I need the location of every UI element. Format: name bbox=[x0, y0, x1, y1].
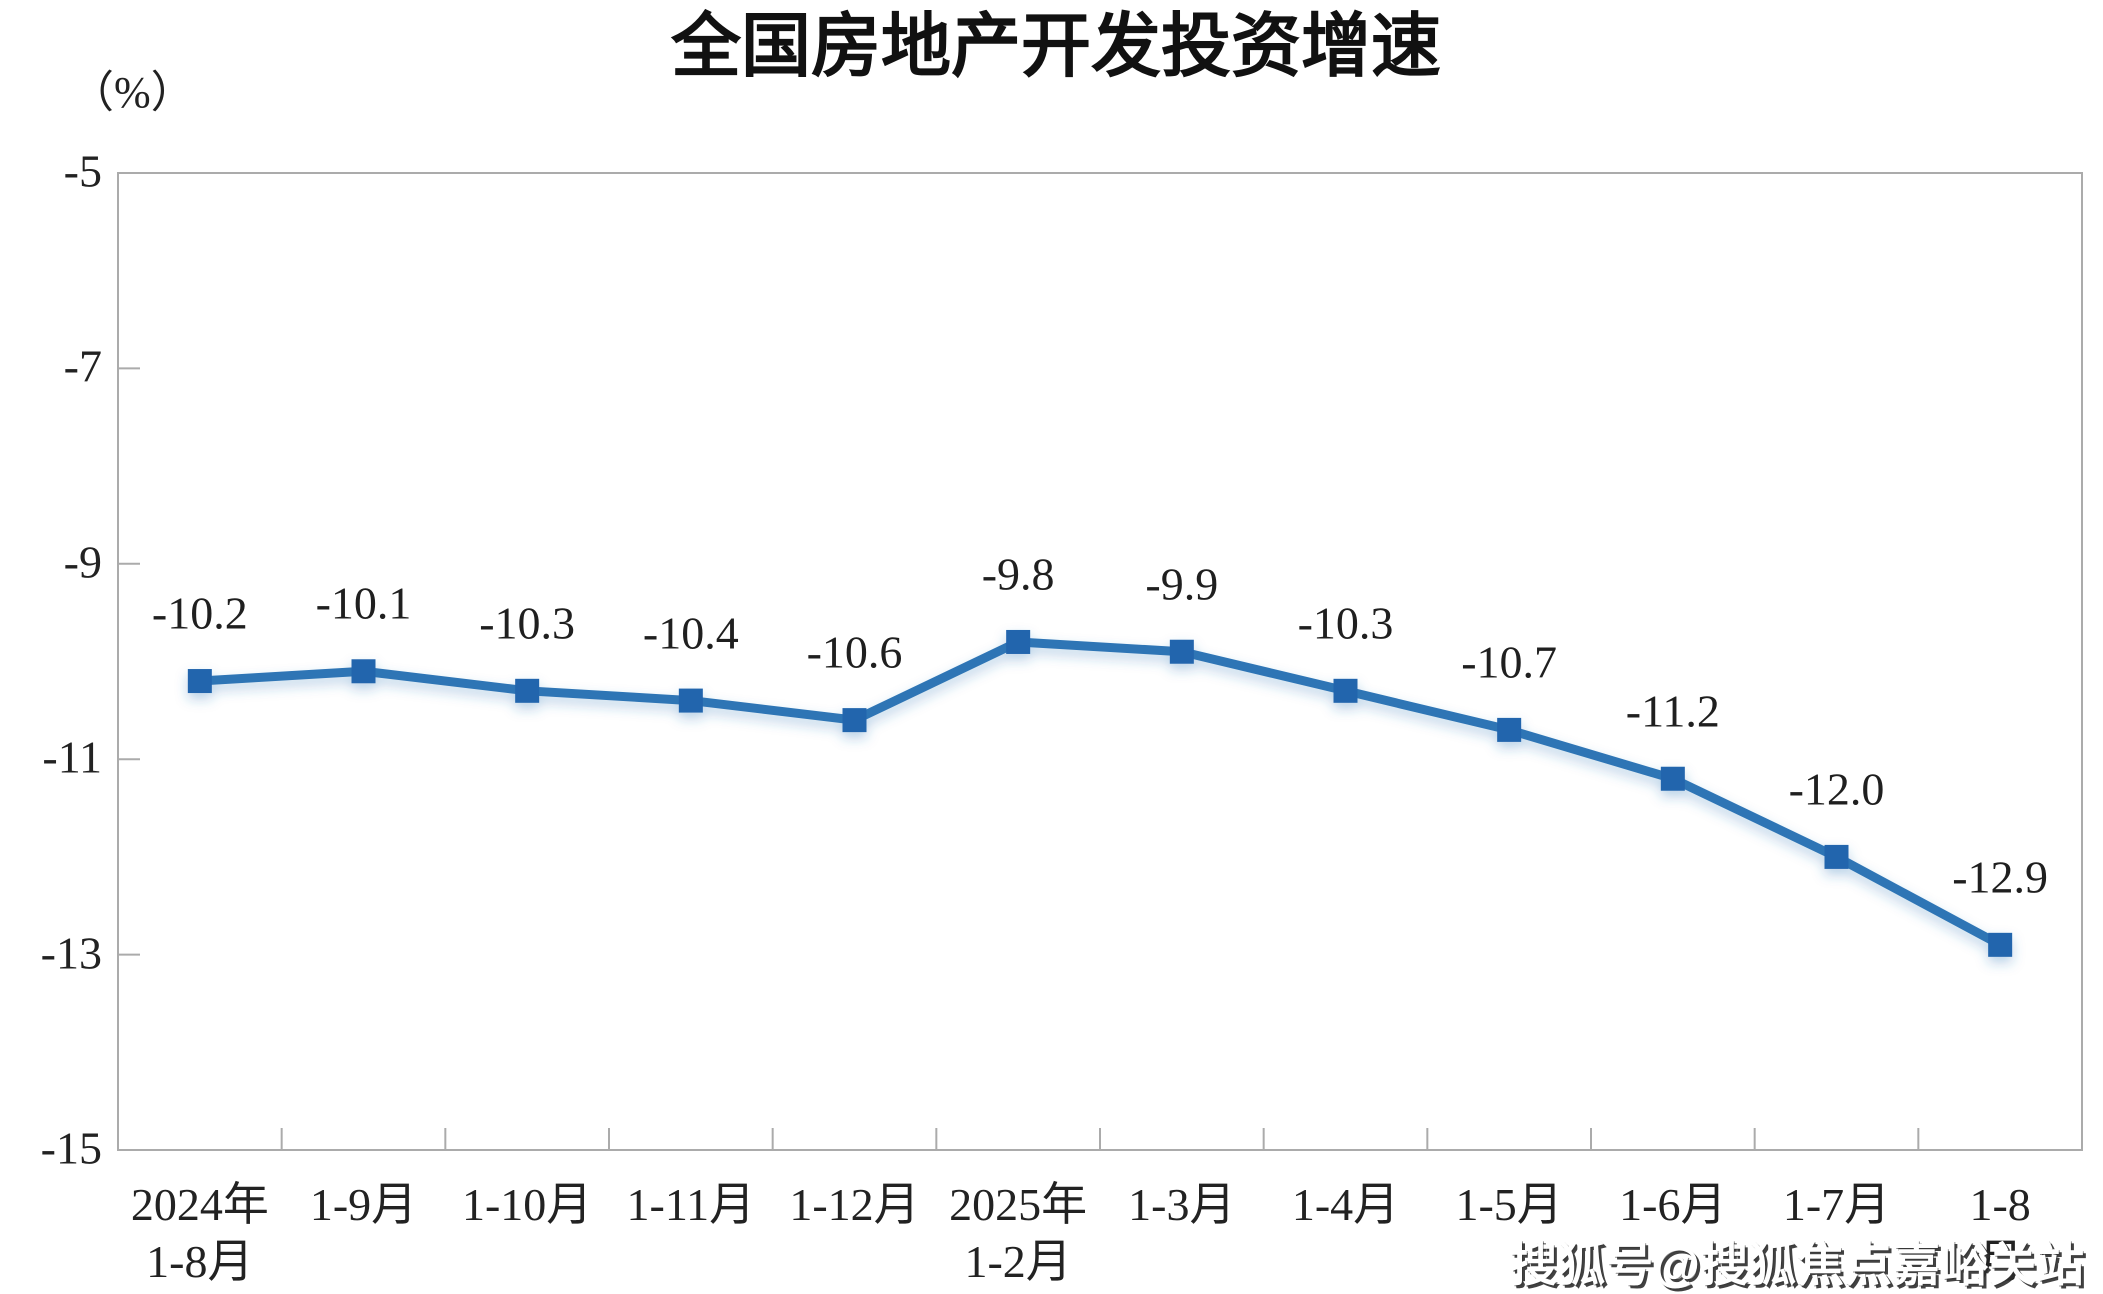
data-point-label: -12.0 bbox=[1788, 763, 1885, 815]
y-tick-label: -13 bbox=[40, 926, 102, 978]
data-point-label: -10.3 bbox=[1297, 597, 1394, 649]
data-point-label: -10.4 bbox=[642, 607, 739, 659]
x-tick-label: 2025年 1-2月 bbox=[949, 1179, 1088, 1287]
data-point-label: -10.1 bbox=[315, 577, 412, 629]
y-tick-label: -15 bbox=[40, 1122, 102, 1174]
data-point-label: -11.2 bbox=[1625, 685, 1720, 737]
watermark: 搜狐号@搜狐焦点嘉峪关站 bbox=[1510, 1238, 2085, 1291]
x-tick-label: 1-7月 bbox=[1782, 1179, 1891, 1230]
series-line-group bbox=[187, 629, 2013, 957]
x-tick-label: 1-9月 bbox=[309, 1179, 418, 1230]
x-tick-label: 1-8月 bbox=[1969, 1179, 2031, 1287]
data-point-label: -12.9 bbox=[1952, 851, 2049, 903]
x-tick-label: 1-11月 bbox=[626, 1179, 756, 1230]
data-point-marker bbox=[351, 659, 376, 684]
x-tick-label: 1-3月 bbox=[1128, 1179, 1236, 1230]
data-point-label: -10.2 bbox=[151, 587, 248, 639]
chart-title: 全国房地产开发投资增速 bbox=[671, 7, 1441, 85]
data-point-marker bbox=[187, 669, 212, 694]
plot-border bbox=[117, 172, 2083, 1151]
data-point-marker bbox=[678, 688, 703, 713]
x-tick-label: 1-10月 bbox=[461, 1179, 593, 1230]
data-point-label: -9.8 bbox=[981, 548, 1055, 600]
data-point-marker bbox=[1006, 629, 1031, 654]
x-tick-label: 2024年 1-8月 bbox=[130, 1179, 269, 1287]
x-tick-label: 1-12月 bbox=[789, 1179, 920, 1230]
data-point-marker bbox=[515, 678, 540, 703]
data-point-label: -10.3 bbox=[479, 597, 576, 649]
data-point-label: -9.9 bbox=[1145, 558, 1219, 610]
data-point-marker bbox=[1988, 932, 2013, 957]
data-point-label: -10.7 bbox=[1461, 636, 1558, 688]
data-point-marker bbox=[1660, 766, 1685, 791]
y-tick-label: -11 bbox=[42, 731, 102, 783]
y-axis-unit-label: （%） bbox=[70, 68, 195, 117]
data-point-marker bbox=[1824, 844, 1849, 869]
y-tick-label: -7 bbox=[63, 340, 102, 392]
y-tick-label: -5 bbox=[63, 145, 102, 197]
series-line bbox=[195, 637, 2005, 950]
data-point-marker bbox=[1169, 639, 1194, 664]
x-tick-label: 1-5月 bbox=[1455, 1179, 1563, 1230]
x-tick-label: 1-4月 bbox=[1291, 1179, 1400, 1230]
data-point-label: -10.6 bbox=[806, 626, 903, 678]
data-point-marker bbox=[1333, 678, 1358, 703]
data-point-marker bbox=[842, 708, 867, 733]
x-tick-label: 1-6月 bbox=[1619, 1179, 1727, 1230]
y-tick-label: -9 bbox=[63, 536, 102, 588]
data-point-marker bbox=[1497, 717, 1522, 742]
